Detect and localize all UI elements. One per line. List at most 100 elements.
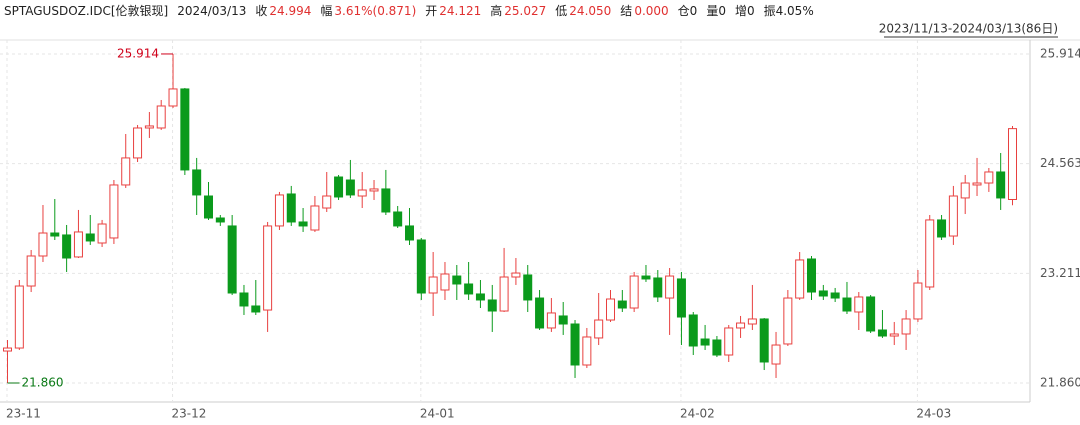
header-text: 增0 — [734, 4, 755, 18]
candle-body — [345, 179, 355, 196]
candle-body — [535, 297, 545, 329]
candle-body — [889, 333, 899, 337]
candle-body — [736, 322, 746, 329]
candle-body — [665, 275, 675, 299]
date-range: 2023/11/13-2024/03/13(86日) — [879, 22, 1058, 36]
y-tick-label: 25.914 — [1040, 46, 1080, 60]
header-text: SPTAGUSDOZ.IDC[伦敦银现] — [4, 4, 169, 18]
header-item: 开 24.121 — [425, 2, 481, 20]
candle-body — [133, 127, 143, 159]
candle-body — [334, 176, 344, 198]
candle-body — [121, 157, 131, 186]
candle-body — [795, 259, 805, 299]
candle-body — [156, 105, 166, 129]
y-tick-label: 21.860 — [1040, 376, 1080, 390]
header-value: 24.994 — [269, 4, 312, 18]
header-label: 低 — [555, 4, 568, 18]
candle-body — [464, 283, 474, 295]
annotation: 25.914 — [117, 46, 159, 60]
quote-header: SPTAGUSDOZ.IDC[伦敦银现] 2024/03/13 收 24.994 幅 3.… — [4, 2, 814, 20]
candle-body — [357, 189, 367, 197]
header-value: 3.61%(0.871) — [334, 4, 417, 18]
candle-body — [499, 276, 509, 312]
candle-body — [192, 169, 202, 196]
x-tick-label: 23-11 — [6, 407, 41, 421]
candle-body — [381, 188, 391, 213]
header-item: 高 25.027 — [490, 2, 546, 20]
header-value: 0.000 — [634, 4, 669, 18]
header-label: 结 — [620, 4, 633, 18]
candle-body — [877, 329, 887, 337]
header-value: 24.050 — [569, 4, 612, 18]
candle-body — [842, 297, 852, 312]
candle-body — [747, 318, 757, 325]
header-item: 收 24.994 — [255, 2, 311, 20]
header-item: 结 0.000 — [620, 2, 668, 20]
header-item: 振4.05% — [764, 2, 814, 20]
candle-body — [215, 217, 225, 223]
candle-body — [854, 296, 864, 313]
header-label: 收 — [255, 4, 268, 18]
candle-body — [830, 292, 840, 299]
candle-body — [251, 305, 261, 313]
candle-body — [688, 314, 698, 347]
candle-body — [996, 171, 1006, 199]
candle-body — [38, 232, 48, 257]
annotation: 21.860 — [22, 376, 64, 390]
candle-body — [653, 277, 663, 298]
candle-body — [73, 231, 83, 258]
candle-body — [14, 285, 24, 349]
candle-body — [724, 327, 734, 356]
header-item: 幅 3.61%(0.871) — [320, 2, 416, 20]
candle-body — [629, 275, 639, 309]
candle-body — [50, 232, 60, 237]
candle-body — [866, 296, 876, 332]
candle-body — [807, 258, 816, 293]
candle-body — [1008, 128, 1017, 200]
header-item: 2024/03/13 — [177, 2, 246, 20]
header-text: 量0 — [706, 4, 726, 18]
x-tick-label: 24-03 — [916, 407, 951, 421]
candle-body — [972, 182, 982, 186]
candle-body — [818, 290, 828, 297]
candle-body — [310, 205, 320, 231]
candle-body — [641, 275, 651, 280]
candle-body — [617, 300, 627, 309]
header-value: 25.027 — [504, 4, 547, 18]
candle-body — [227, 225, 237, 294]
header-text: 2024/03/13 — [177, 4, 247, 18]
candle-body — [369, 188, 379, 192]
candle-body — [144, 125, 154, 129]
candle-body — [606, 298, 615, 321]
candle-body — [960, 182, 970, 199]
header-item: SPTAGUSDOZ.IDC[伦敦银现] — [4, 2, 168, 20]
candle-body — [440, 273, 450, 291]
candle-body — [180, 88, 190, 171]
header-item: 仓0 — [678, 2, 698, 20]
candle-body — [948, 195, 958, 237]
header-text: 振4.05% — [763, 4, 814, 18]
x-tick-label: 23-12 — [172, 407, 207, 421]
candle-body — [570, 323, 580, 366]
candle-body — [405, 225, 414, 241]
candle-body — [452, 275, 462, 285]
candle-body — [263, 225, 273, 311]
candle-body — [416, 239, 426, 294]
y-tick-label: 23.211 — [1040, 266, 1080, 280]
candle-body — [712, 339, 722, 356]
candle-body — [937, 219, 947, 238]
candle-body — [274, 194, 284, 227]
header-item: 低 24.050 — [555, 2, 611, 20]
x-tick-label: 24-02 — [680, 407, 715, 421]
header-item: 量0 — [706, 2, 726, 20]
candle-body — [109, 184, 119, 239]
candle-body — [984, 171, 994, 184]
candle-body — [62, 234, 72, 259]
candle-body — [487, 299, 497, 312]
candle-body — [558, 315, 568, 325]
candle-body — [594, 319, 604, 339]
candle-body — [901, 318, 911, 335]
candle-body — [3, 347, 12, 352]
